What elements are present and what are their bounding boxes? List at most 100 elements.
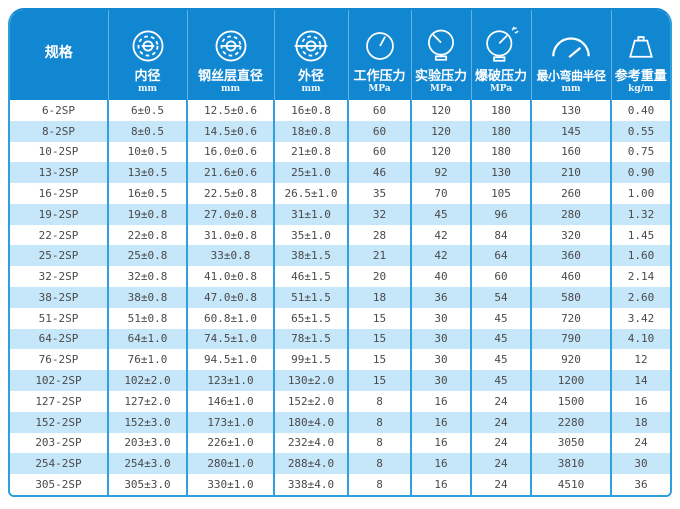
table-row: 10-2SP 10±0.5 16.0±0.6 21±0.8 60 120 180 160 0.7… [10,141,670,163]
table-cell: 45 [410,203,471,225]
table-cell: 45 [470,370,531,391]
table-cell: 16 [410,432,471,454]
table-cell: 35±1.0 [273,224,348,246]
table-cell: 60 [347,141,411,163]
gauge-stand-icon [422,23,460,69]
table-cell: 8±0.5 [107,120,187,142]
hose-spec-table: 规格 [10,10,670,495]
table-cell: 54 [470,287,531,308]
header-row: 规格 [10,10,670,100]
table-cell: 15 [347,370,411,391]
table-row: 16-2SP 16±0.5 22.5±0.8 26.5±1.0 35 70 105 260 1.… [10,183,670,204]
arc-gauge-icon [548,23,594,69]
table-cell: 3050 [530,432,611,454]
column-unit: MPa [368,84,391,94]
table-cell: 30 [410,349,471,371]
table-cell: 3810 [530,453,611,475]
table-row: 22-2SP 22±0.8 31.0±0.8 35±1.0 28 42 84 320 1.45 [10,224,670,246]
header-cell: 钢丝层直径 mm [188,11,274,99]
table-cell: 24 [470,432,531,454]
table-cell: 19±0.8 [107,203,187,225]
table-cell: 51±1.5 [273,287,348,308]
table-cell: 226±1.0 [186,432,274,454]
table-cell: 99±1.5 [273,349,348,371]
table-cell: 60 [347,100,411,121]
column-header-outer-diameter: 外径 mm [273,10,348,100]
table-cell: 180±4.0 [273,411,348,433]
table-cell: 232±4.0 [273,432,348,454]
table-cell: 12 [610,349,670,371]
column-unit: MPa [429,84,453,94]
table-cell: 30 [410,328,471,350]
burst-gauge-icon [481,23,521,69]
table-cell: 180 [470,100,531,121]
table-cell: 38-2SP [38,290,79,304]
table-cell: 102-2SP [35,374,82,388]
table-cell: 25±1.0 [273,162,348,184]
table-cell: 16 [410,474,471,495]
table-cell: 146±1.0 [186,390,274,412]
table-row: 38-2SP 38±0.8 47.0±0.8 51±1.5 18 36 54 580 2.60 [10,287,670,308]
table-cell: 25-2SP [38,249,79,263]
table-cell: 96 [470,203,531,225]
column-unit: kg/m [628,84,654,94]
table-cell: 46 [347,162,411,184]
header-cell: 爆破压力 MPa [472,11,531,99]
table-cell: 64-2SP [38,332,79,346]
table-cell: 16-2SP [38,187,79,201]
column-header-ref-weight: 参考重量 kg/m [610,10,671,100]
table-cell: 42 [410,224,471,246]
table-cell: 173±1.0 [186,411,274,433]
table-cell: 74.5±1.0 [186,328,274,350]
table-cell: 1500 [530,390,611,412]
column-label: 外径 [297,69,324,84]
table-cell: 8 [347,474,411,495]
table-row: 25-2SP 25±0.8 33±0.8 38±1.5 21 42 64 360 1.60 [10,245,670,267]
column-unit: mm [137,84,158,94]
table-cell: 8 [347,411,411,433]
table-cell: 10-2SP [38,145,79,159]
column-header-test-pressure: 实验压力 MPa [410,10,471,100]
table-cell: 0.55 [610,120,670,142]
header-cell: 最小弯曲半径 mm [532,11,611,99]
outer-diameter-icon [291,23,331,69]
table-cell: 24 [610,432,670,454]
table-cell: 2280 [530,411,611,433]
table-row: 32-2SP 32±0.8 41.0±0.8 46±1.5 20 40 60 460 2.14 [10,266,670,288]
table-cell: 51-2SP [38,311,79,325]
table-cell: 30 [410,370,471,391]
table-cell: 8 [347,453,411,475]
table-cell: 40 [410,266,471,288]
table-cell: 102±2.0 [107,370,187,391]
header-cell: 规格 [10,11,108,99]
table-cell: 320 [530,224,611,246]
table-cell: 16±0.5 [107,183,187,204]
table-cell: 120 [410,141,471,163]
table-cell: 64 [470,245,531,267]
table-cell: 4.10 [610,328,670,350]
table-cell: 60 [470,266,531,288]
table-body: 6-2SP 6±0.5 12.5±0.6 16±0.8 60 120 180 130 0.40 8… [10,100,670,495]
column-unit: mm [561,84,581,94]
table-cell: 46±1.5 [273,266,348,288]
table-cell: 19-2SP [38,207,79,221]
table-cell: 15 [347,349,411,371]
column-header-inner-diameter: 内径 mm [107,10,187,100]
table-cell: 31±1.0 [273,203,348,225]
table-cell: 720 [530,307,611,329]
header-cell: 参考重量 kg/m [612,11,671,99]
column-label: 规格 [44,44,73,61]
table-cell: 12.5±0.6 [186,100,274,121]
table-cell: 145 [530,120,611,142]
table-cell: 1.45 [610,224,670,246]
table-cell: 3.42 [610,307,670,329]
column-label: 参考重量 [614,69,667,84]
table-cell: 31.0±0.8 [186,224,274,246]
table-cell: 38±0.8 [107,287,187,308]
table-cell: 152±2.0 [273,390,348,412]
table-cell: 24 [470,453,531,475]
table-cell: 32±0.8 [107,266,187,288]
table-cell: 13±0.5 [107,162,187,184]
table-cell: 27.0±0.8 [186,203,274,225]
